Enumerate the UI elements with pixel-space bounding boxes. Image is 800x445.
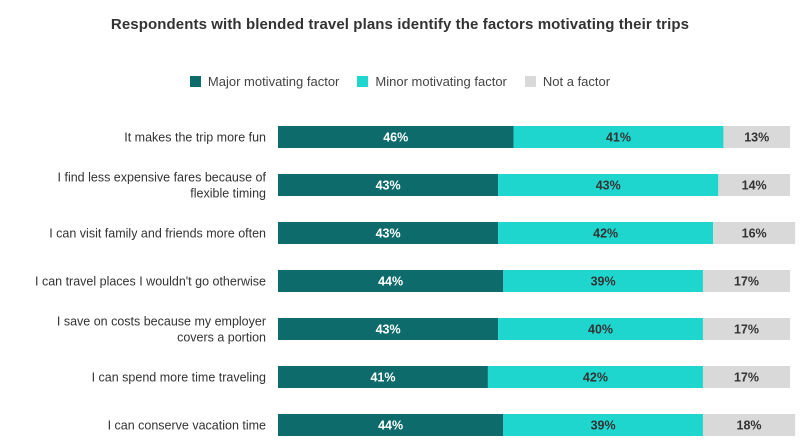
- legend-item-major: Major motivating factor: [189, 73, 340, 89]
- category-label: I save on costs because my employer cover…: [57, 315, 266, 345]
- category-label: I can travel places I wouldn't go otherw…: [35, 275, 266, 289]
- bar-segment-major: [278, 270, 504, 292]
- data-label: 42%: [583, 371, 608, 385]
- legend-label-not-a-factor: Not a factor: [542, 73, 611, 89]
- legend: Major motivating factor Minor motivating…: [0, 72, 800, 90]
- legend-item-not-a-factor: Not a factor: [524, 73, 611, 89]
- category-label: It makes the trip more fun: [124, 131, 266, 145]
- category-label: I can conserve vacation time: [108, 419, 266, 433]
- legend-label-major: Major motivating factor: [207, 73, 340, 89]
- category-label: I find less expensive fares because of fl…: [58, 171, 267, 201]
- bar-segment-not-a-factor: [702, 366, 790, 388]
- legend-swatch-not-a-factor: [524, 75, 536, 87]
- data-label: 18%: [737, 419, 762, 433]
- data-label: 14%: [742, 179, 767, 193]
- data-label: 39%: [591, 419, 616, 433]
- bar-segment-major: [278, 174, 499, 196]
- bar-segment-major: [278, 414, 504, 436]
- bar-segment-not-a-factor: [702, 318, 790, 340]
- category-label: I can visit family and friends more ofte…: [49, 227, 266, 241]
- bar-segment-major: [278, 222, 499, 244]
- bar-segment-minor: [503, 414, 703, 436]
- data-label: 41%: [370, 371, 395, 385]
- data-label: 44%: [378, 275, 403, 289]
- legend-label-minor: Minor motivating factor: [375, 73, 507, 89]
- bar-segment-major: [278, 126, 514, 148]
- data-label: 43%: [376, 323, 401, 337]
- data-label: 40%: [588, 323, 613, 337]
- legend-item-minor: Minor motivating factor: [357, 74, 507, 89]
- data-label: 39%: [591, 275, 616, 289]
- bar-segment-minor: [513, 126, 724, 148]
- bar-segment-minor: [498, 174, 719, 196]
- data-label: 43%: [596, 179, 621, 193]
- data-label: 13%: [744, 131, 769, 145]
- data-label: 43%: [376, 227, 401, 241]
- data-label: 46%: [383, 131, 408, 145]
- data-label: 44%: [378, 419, 403, 433]
- data-label: 42%: [593, 227, 618, 241]
- data-label: 17%: [734, 275, 759, 289]
- category-label: I can spend more time traveling: [92, 371, 266, 385]
- bar-segment-minor: [503, 270, 703, 292]
- data-label: 17%: [734, 371, 759, 385]
- bar-segment-not-a-factor: [713, 222, 796, 244]
- data-label: 16%: [742, 227, 767, 241]
- bar-segment-minor: [498, 318, 703, 340]
- bar-segment-major: [278, 366, 488, 388]
- legend-swatch-major: [189, 75, 201, 87]
- bar-segment-not-a-factor: [702, 270, 790, 292]
- data-label: 43%: [376, 179, 401, 193]
- bar-segment-minor: [498, 222, 714, 244]
- data-label: 41%: [606, 131, 631, 145]
- bar-segment-not-a-factor: [702, 414, 796, 436]
- bar-segment-not-a-factor: [718, 174, 790, 196]
- bar-segment-not-a-factor: [723, 126, 790, 148]
- bar-segment-minor: [487, 366, 703, 388]
- data-label: 17%: [734, 323, 759, 337]
- legend-swatch-minor: [357, 75, 369, 87]
- bar-segment-major: [278, 318, 499, 340]
- chart-title: Respondents with blended travel plans id…: [110, 16, 690, 33]
